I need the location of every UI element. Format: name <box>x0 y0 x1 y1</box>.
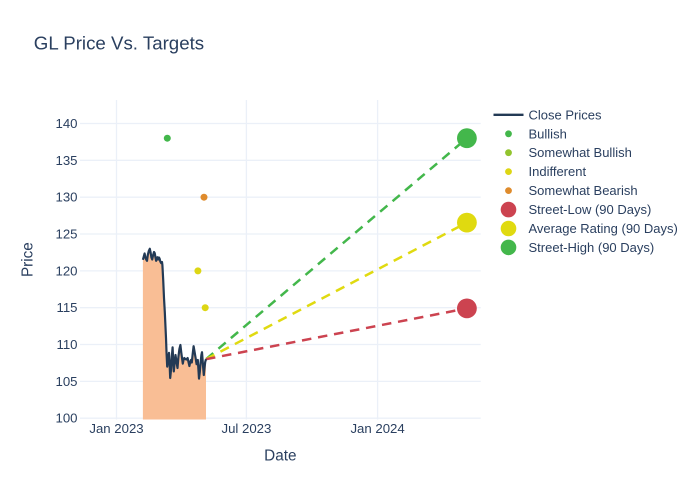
svg-text:125: 125 <box>55 227 77 242</box>
svg-text:Date: Date <box>264 448 296 465</box>
svg-text:Street-High (90 Days): Street-High (90 Days) <box>529 240 655 255</box>
svg-text:Indifferent: Indifferent <box>529 164 587 179</box>
svg-text:120: 120 <box>55 263 77 278</box>
svg-text:Jan 2024: Jan 2024 <box>350 421 404 436</box>
svg-text:105: 105 <box>55 374 77 389</box>
svg-text:140: 140 <box>55 116 77 131</box>
svg-text:Price: Price <box>20 242 37 277</box>
svg-text:135: 135 <box>55 153 77 168</box>
svg-text:Street-Low (90 Days): Street-Low (90 Days) <box>529 202 652 217</box>
svg-text:100: 100 <box>55 411 77 426</box>
svg-text:Somewhat Bearish: Somewhat Bearish <box>529 183 638 198</box>
svg-text:Bullish: Bullish <box>529 126 567 141</box>
svg-text:110: 110 <box>56 337 77 352</box>
svg-text:130: 130 <box>55 190 77 205</box>
svg-text:115: 115 <box>56 300 77 315</box>
svg-text:Somewhat Bullish: Somewhat Bullish <box>529 145 632 160</box>
svg-text:Jul 2023: Jul 2023 <box>221 421 271 436</box>
svg-text:Average Rating (90 Days): Average Rating (90 Days) <box>529 221 678 236</box>
svg-text:GL Price Vs. Targets: GL Price Vs. Targets <box>34 33 204 54</box>
svg-text:Jan 2023: Jan 2023 <box>89 421 143 436</box>
svg-text:Close Prices: Close Prices <box>529 107 602 122</box>
